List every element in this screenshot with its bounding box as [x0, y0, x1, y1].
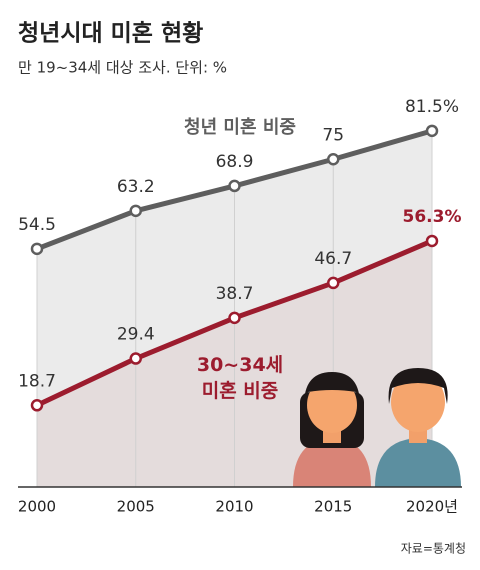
- source: 자료=통계청: [401, 542, 466, 556]
- x-tick-label: 2000: [18, 498, 56, 516]
- point: [228, 179, 241, 193]
- data-label: 38.7: [216, 284, 254, 304]
- data-label: 29.4: [117, 325, 155, 345]
- point: [30, 399, 44, 412]
- data-label: 56.3%: [403, 207, 462, 227]
- data-label: 18.7: [18, 371, 56, 391]
- x-tick-label: 2010: [215, 498, 253, 516]
- data-label: 54.5: [18, 215, 56, 235]
- chart-title: 청년시대 미혼 현황: [18, 21, 203, 47]
- people-illustration: [293, 368, 461, 487]
- point: [228, 311, 241, 325]
- point: [425, 124, 439, 138]
- point: [327, 153, 340, 166]
- data-label: 81.5%: [405, 97, 459, 117]
- x-tick-label: 2020년: [406, 498, 458, 516]
- point: [129, 204, 142, 218]
- point: [30, 242, 44, 256]
- x-tick-label: 2005: [117, 498, 155, 516]
- point: [327, 276, 340, 290]
- data-label: 46.7: [314, 249, 352, 269]
- point: [129, 352, 142, 365]
- series-label: 30~34세 미혼 비중: [196, 354, 284, 402]
- x-tick-label: 2015: [314, 498, 352, 516]
- data-label: 75: [322, 125, 344, 145]
- data-label: 63.2: [117, 177, 155, 197]
- data-label: 68.9: [216, 152, 254, 172]
- chart-subtitle: 만 19~34세 대상 조사. 단위: %: [18, 59, 227, 77]
- series-label: 청년 미혼 비중: [184, 116, 296, 138]
- point: [425, 234, 439, 248]
